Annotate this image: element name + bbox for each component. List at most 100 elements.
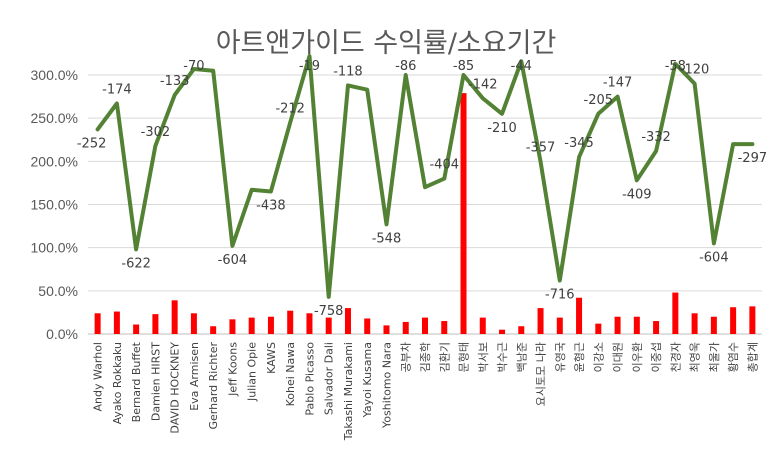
data-label: -357 [526,140,556,155]
data-label: -404 [429,158,459,173]
x-tick-label: 요시토모 나라 [535,342,548,406]
x-tick-label: Yayoi Kusama [361,342,374,418]
bar [422,317,428,334]
y-tick-label: 200.0% [31,153,78,169]
bar [152,314,159,334]
bar [710,316,717,334]
data-label: -604 [218,253,248,268]
y-tick-label: 250.0% [31,110,78,126]
data-label: -548 [372,231,402,246]
x-tick-label: 문형태 [458,342,471,372]
x-tick-label: Andy Warhol [92,342,105,412]
bar [402,321,409,334]
x-tick-label: 이중섭 [650,342,663,372]
data-label: -58 [665,59,686,74]
data-label: -252 [77,136,107,151]
x-tick-label: 유영국 [554,342,567,372]
data-label: -332 [641,130,671,145]
x-tick-label: 총합계 [746,342,759,372]
y-axis-ticks: 0.0% 50.0% 100.0% 150.0% 200.0% 250.0% 300.0% [31,67,78,342]
bar-series [94,93,756,334]
x-tick-label: 천경자 [668,342,682,372]
x-tick-label: 박수근 [496,342,509,372]
bar [576,297,583,334]
data-label: -604 [699,250,729,265]
chart-title: 아트앤가이드 수익률/소요기간 [216,28,557,59]
bar [653,321,660,334]
x-tick-label: Ayako Rokkaku [111,342,124,424]
x-tick-label: DAVID HOCKNEY [169,342,182,434]
x-tick-label: 최영욱 [689,342,702,372]
x-tick-label: Bernard Buffet [130,341,143,422]
x-tick-label: 황염수 [727,342,740,372]
bar [499,329,506,334]
x-tick-label: KAWS [265,342,278,374]
bar [287,310,294,334]
bar [537,308,544,334]
bar [133,324,140,334]
bar [190,313,197,334]
line-series [95,54,755,299]
x-tick-label: Julian Opie [246,342,259,402]
bar [595,323,602,334]
data-label: -118 [333,64,363,79]
x-tick-label: 최울가 [708,342,721,372]
bar [691,313,698,334]
data-label: -86 [395,59,416,74]
bar [633,316,640,334]
data-label: -345 [564,136,594,151]
data-label: -70 [183,59,204,74]
x-tick-label: 이강소 [592,342,605,372]
line-series-path [95,54,755,299]
data-label: -174 [102,82,132,97]
x-tick-label: Jeff Koons [226,342,239,397]
bar [113,311,120,334]
bar [556,317,563,334]
data-label: -622 [121,256,151,271]
x-tick-label: 김환기 [438,342,451,372]
x-tick-label: 이우환 [631,342,644,372]
data-label: -19 [299,59,320,74]
y-tick-label: 150.0% [31,197,78,213]
bar [210,326,217,334]
bar [267,316,274,334]
data-label: -142 [468,77,498,92]
bar [94,313,101,334]
x-tick-label: Pablo Picasso [303,342,316,416]
bar [730,307,737,334]
y-tick-label: 100.0% [31,240,78,256]
x-tick-label: 백남준 [515,342,528,372]
data-label: -212 [275,101,305,116]
bar [614,316,621,334]
data-label: -409 [622,187,652,202]
bar [325,317,332,334]
y-tick-label: 0.0% [46,326,78,342]
data-label: -716 [545,287,575,302]
data-label: -302 [141,125,171,140]
x-tick-label: Gerhard Richter [207,342,220,430]
x-tick-label: 윤형근 [573,342,586,372]
data-label: -210 [487,121,517,136]
bar [672,292,679,334]
bar [749,306,756,334]
bar [441,321,448,334]
bar [518,326,525,334]
data-label: -133 [160,74,190,89]
bar [171,300,178,334]
x-tick-label: Takashi Murakami [342,342,355,441]
x-tick-label: Yoshitomo Nara [380,342,393,429]
data-labels: -252 -174 -622 -302 -133-70 -604 -438 -212 -19 -7… [77,59,767,319]
x-tick-label: Damien HIRST [149,342,162,421]
x-tick-label: Salvador Dali [323,342,336,415]
bar [248,317,255,334]
bar [479,317,486,334]
data-label: -147 [603,76,633,91]
x-tick-label: Eva Armisen [188,342,201,411]
bar [306,313,313,334]
x-tick-label: 공부차 [400,342,413,372]
bar [364,318,371,334]
bar [229,319,236,334]
x-tick-label: 이대원 [612,342,625,372]
